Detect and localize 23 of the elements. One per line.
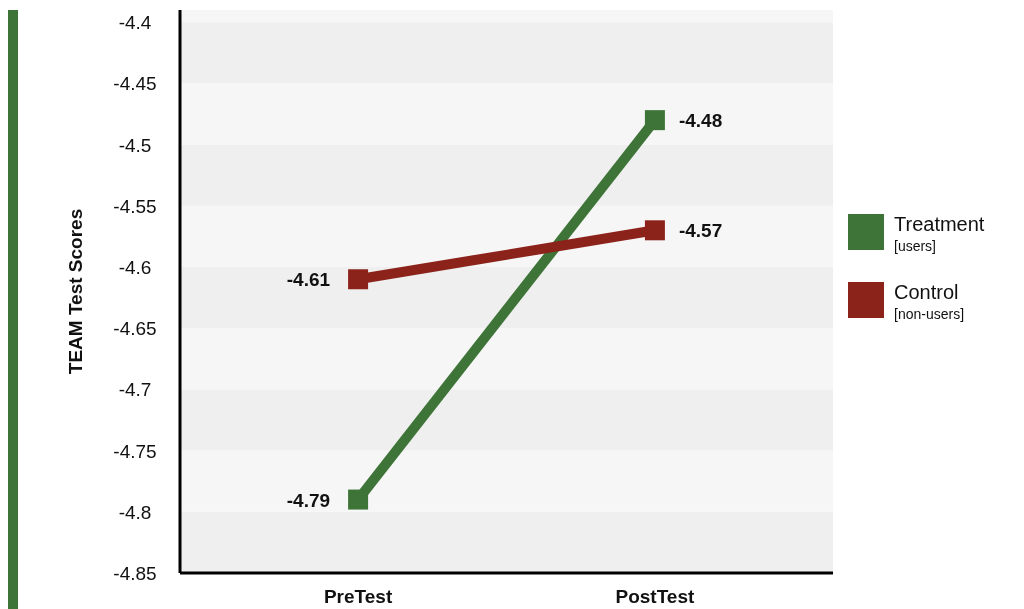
- data-label: -4.57: [678, 220, 723, 242]
- point: [348, 489, 369, 510]
- point: [644, 220, 665, 241]
- legend-label: Treatment [users]: [894, 213, 985, 254]
- y-tick-label: -4.7: [118, 379, 152, 401]
- y-tick-label: -4.6: [118, 257, 152, 279]
- point: [348, 269, 369, 290]
- point: [644, 110, 665, 131]
- x-tick-label: PostTest: [615, 586, 695, 607]
- y-tick-label: -4.85: [113, 563, 157, 584]
- y-tick-label: -4.8: [118, 501, 152, 523]
- y-tick-label: -4.45: [113, 73, 157, 95]
- data-label: -4.48: [678, 110, 723, 132]
- y-tick-label: -4.65: [113, 318, 157, 340]
- y-axis-title: TEAM Test Scores: [65, 208, 86, 375]
- y-tick-label: -4.4: [118, 12, 152, 34]
- y-tick-label: -4.5: [118, 134, 152, 156]
- x-tick-label: PreTest: [323, 586, 393, 607]
- legend-label: Control [non-users]: [894, 281, 965, 322]
- y-tick-label: -4.75: [113, 440, 157, 462]
- data-label: -4.79: [286, 489, 331, 511]
- data-label: -4.61: [286, 269, 331, 291]
- y-tick-label: -4.55: [113, 195, 157, 217]
